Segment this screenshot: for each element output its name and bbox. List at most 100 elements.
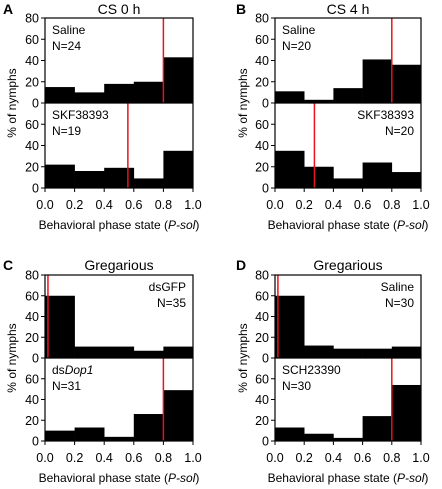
subplot-bottom: 0 20 40 60 dsDop1 N=31 — [25, 357, 194, 449]
condition-label: dsGFP — [149, 280, 186, 294]
x-axis-label: Behavioral phase state (P-sol) — [268, 471, 429, 485]
y-tick-label: 60 — [255, 372, 269, 386]
x-tick-label: 1.0 — [412, 451, 429, 465]
x-tick-label: 0.6 — [354, 198, 371, 212]
x-axis-label-text: ) — [195, 471, 199, 485]
panel-title: Gregarious — [84, 257, 153, 273]
subplot-bottom: 0 20 40 60 SKF38393 N=19 — [25, 102, 194, 196]
x-tick-label: 0.8 — [383, 451, 400, 465]
y-tick-label: 0 — [262, 435, 269, 449]
sample-size-label: N=31 — [52, 379, 81, 393]
x-tick-label: 0.0 — [36, 451, 53, 465]
bar — [362, 162, 393, 188]
sample-size-label: N=19 — [52, 124, 81, 138]
x-tick-label: 0.4 — [325, 451, 342, 465]
y-tick-label: 20 — [255, 160, 269, 174]
x-tick-label: 0.6 — [125, 198, 142, 212]
sample-size-label: N=30 — [282, 379, 311, 393]
y-tick-label: 60 — [255, 289, 269, 303]
x-axis-label-text: Behavioral phase state ( — [39, 218, 168, 232]
y-tick-label: 40 — [25, 310, 39, 324]
condition-label: SKF38393 — [357, 108, 414, 122]
condition-label-part: ds — [52, 363, 65, 377]
x-tick-label: 0.6 — [354, 451, 371, 465]
panel-b: B CS 4 h 0 20 40 60 80 Saline N=20 0 20 40 60 SKF3839… — [236, 1, 430, 232]
x-axis-label-variable: P-sol — [397, 471, 425, 485]
x-axis-label-text: ) — [195, 218, 199, 232]
panel-c: C Gregarious 0 20 40 60 80 dsGFP N=35 0 20 40 60 dsDo… — [3, 257, 202, 485]
y-tick-label: 80 — [255, 269, 269, 283]
panel-d: D Gregarious 0 20 40 60 80 Saline N=30 0 20 40 60 SCH… — [236, 257, 430, 485]
y-axis-label: % of nymphs — [236, 68, 250, 137]
subplot-top: 0 20 40 60 80 Saline N=24 — [25, 12, 194, 111]
condition-label: Saline — [282, 23, 316, 37]
condition-label-part: Saline — [282, 23, 316, 37]
y-tick-label: 60 — [25, 372, 39, 386]
x-tick-label: 0.8 — [155, 451, 172, 465]
x-tick-label: 1.0 — [184, 451, 201, 465]
bar — [104, 436, 135, 441]
x-tick-label: 0.4 — [96, 198, 113, 212]
condition-label-part: Saline — [52, 23, 86, 37]
y-tick-label: 40 — [25, 393, 39, 407]
bar — [133, 178, 164, 188]
subplot-top: 0 20 40 60 80 Saline N=20 — [255, 12, 422, 111]
bar — [45, 430, 75, 442]
sample-size-label: N=20 — [282, 39, 311, 53]
bar — [104, 83, 135, 104]
x-axis-label-text: ) — [424, 471, 428, 485]
x-tick-label: 0.2 — [66, 451, 83, 465]
sample-size-label: N=24 — [52, 39, 81, 53]
condition-label: SKF38393 — [52, 108, 109, 122]
x-axis-label-text: Behavioral phase state ( — [268, 218, 397, 232]
y-tick-label: 60 — [255, 33, 269, 47]
y-tick-label: 80 — [25, 12, 39, 26]
y-tick-label: 80 — [255, 12, 269, 26]
bar — [362, 416, 393, 441]
bar — [333, 178, 363, 188]
x-tick-label: 0.2 — [296, 198, 313, 212]
y-tick-label: 40 — [255, 393, 269, 407]
x-tick-label: 1.0 — [412, 198, 429, 212]
condition-label-part: SCH23390 — [282, 363, 341, 377]
y-tick-label: 0 — [262, 182, 269, 196]
bar — [333, 88, 363, 104]
bar — [163, 346, 194, 358]
panel-a: A CS 0 h 0 20 40 60 80 Saline N=24 0 20 40 60 SKF3839… — [3, 1, 202, 232]
bar — [362, 348, 393, 358]
panel-title: Gregarious — [313, 257, 382, 273]
condition-label: SCH23390 — [282, 363, 341, 377]
y-tick-label: 60 — [25, 289, 39, 303]
y-tick-label: 20 — [255, 331, 269, 345]
bar — [333, 348, 363, 358]
x-axis-label-variable: P-sol — [168, 218, 196, 232]
x-tick-label: 0.2 — [66, 198, 83, 212]
x-tick-label: 0.0 — [266, 451, 283, 465]
bar — [275, 91, 305, 103]
y-tick-label: 20 — [25, 414, 39, 428]
condition-label-part: dsGFP — [149, 280, 186, 294]
sample-size-label: N=35 — [157, 296, 186, 310]
x-axis-label: Behavioral phase state (P-sol) — [39, 471, 200, 485]
panel-label: A — [3, 1, 13, 17]
y-tick-label: 20 — [25, 75, 39, 89]
y-tick-label: 60 — [25, 33, 39, 47]
subplot-bottom: 0 20 40 60 SCH23390 N=30 — [255, 357, 422, 449]
condition-label-part: SKF38393 — [357, 108, 414, 122]
x-axis-label-variable: P-sol — [168, 471, 196, 485]
x-axis-label-text: Behavioral phase state ( — [39, 471, 168, 485]
bar — [74, 346, 105, 358]
condition-label: Saline — [52, 23, 86, 37]
y-tick-label: 60 — [255, 118, 269, 132]
bar — [133, 414, 164, 441]
condition-label: dsDop1 — [52, 363, 93, 377]
x-tick-label: 0.2 — [296, 451, 313, 465]
bar — [133, 81, 164, 103]
y-tick-label: 20 — [255, 75, 269, 89]
x-tick-label: 0.4 — [325, 198, 342, 212]
bar — [391, 384, 422, 441]
x-tick-label: 0.0 — [266, 198, 283, 212]
x-tick-label: 0.0 — [36, 198, 53, 212]
bar — [74, 92, 105, 104]
